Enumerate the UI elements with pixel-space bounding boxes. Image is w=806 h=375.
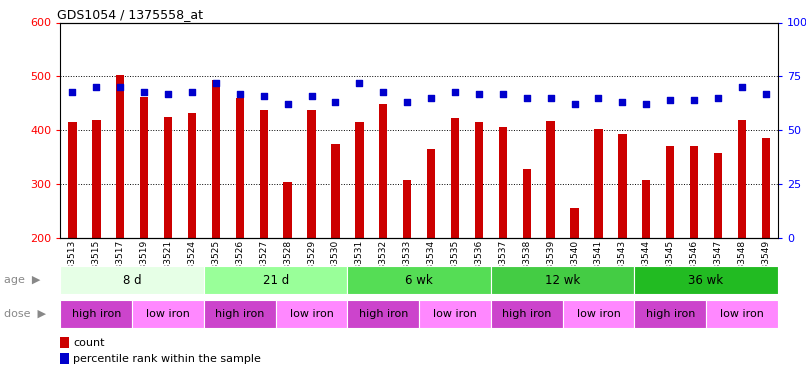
- Point: [616, 99, 629, 105]
- Point: [66, 88, 79, 94]
- Point: [305, 93, 318, 99]
- Bar: [563, 300, 634, 328]
- Bar: [634, 300, 706, 328]
- Bar: [706, 300, 778, 328]
- Bar: [212, 80, 220, 238]
- Bar: [403, 180, 411, 238]
- Bar: [164, 117, 172, 238]
- Bar: [762, 138, 770, 238]
- Point: [496, 91, 509, 97]
- Bar: [634, 266, 778, 294]
- Text: percentile rank within the sample: percentile rank within the sample: [73, 354, 261, 364]
- Point: [663, 97, 676, 103]
- Text: 12 wk: 12 wk: [545, 274, 580, 287]
- Bar: [546, 121, 555, 238]
- Text: 36 wk: 36 wk: [688, 274, 724, 287]
- Text: count: count: [73, 338, 105, 348]
- Point: [640, 101, 653, 107]
- Point: [401, 99, 413, 105]
- Point: [688, 97, 700, 103]
- Bar: [331, 144, 339, 238]
- Bar: [379, 104, 388, 238]
- Bar: [427, 149, 435, 238]
- Text: low iron: low iron: [433, 309, 477, 319]
- Text: high iron: high iron: [502, 309, 551, 319]
- Point: [448, 88, 461, 94]
- Bar: [355, 122, 364, 238]
- Point: [353, 80, 366, 86]
- Point: [234, 91, 247, 97]
- Bar: [571, 209, 579, 238]
- Text: 6 wk: 6 wk: [405, 274, 433, 287]
- Point: [568, 101, 581, 107]
- Bar: [60, 300, 132, 328]
- Point: [425, 95, 438, 101]
- Bar: [451, 118, 459, 238]
- Bar: [307, 110, 316, 238]
- Text: high iron: high iron: [72, 309, 121, 319]
- Point: [544, 95, 557, 101]
- Point: [592, 95, 604, 101]
- Bar: [690, 147, 698, 238]
- Bar: [475, 122, 483, 238]
- Bar: [737, 120, 746, 238]
- Text: low iron: low iron: [146, 309, 190, 319]
- Point: [281, 101, 294, 107]
- Point: [759, 91, 772, 97]
- Bar: [235, 98, 244, 238]
- Bar: [69, 122, 77, 238]
- Text: age  ▶: age ▶: [4, 275, 40, 285]
- Point: [114, 84, 127, 90]
- Bar: [491, 266, 634, 294]
- Bar: [522, 169, 531, 238]
- Bar: [140, 97, 148, 238]
- Bar: [594, 129, 603, 238]
- Point: [138, 88, 151, 94]
- Bar: [276, 300, 347, 328]
- Text: 8 d: 8 d: [123, 274, 142, 287]
- Point: [520, 95, 533, 101]
- Text: high iron: high iron: [215, 309, 264, 319]
- Bar: [116, 75, 124, 238]
- Point: [89, 84, 103, 90]
- Point: [210, 80, 222, 86]
- Bar: [60, 337, 69, 348]
- Bar: [260, 110, 268, 238]
- Text: high iron: high iron: [646, 309, 695, 319]
- Point: [257, 93, 270, 99]
- Bar: [60, 353, 69, 364]
- Bar: [714, 153, 722, 238]
- Bar: [204, 300, 276, 328]
- Bar: [132, 300, 204, 328]
- Point: [735, 84, 748, 90]
- Text: GDS1054 / 1375558_at: GDS1054 / 1375558_at: [57, 8, 203, 21]
- Point: [472, 91, 485, 97]
- Text: low iron: low iron: [289, 309, 334, 319]
- Text: dose  ▶: dose ▶: [4, 309, 46, 319]
- Text: 21 d: 21 d: [263, 274, 289, 287]
- Bar: [491, 300, 563, 328]
- Point: [376, 88, 389, 94]
- Bar: [60, 266, 204, 294]
- Bar: [666, 147, 675, 238]
- Text: low iron: low iron: [576, 309, 621, 319]
- Bar: [188, 112, 196, 238]
- Bar: [284, 182, 292, 238]
- Bar: [642, 180, 650, 238]
- Text: high iron: high iron: [359, 309, 408, 319]
- Bar: [499, 126, 507, 238]
- Point: [329, 99, 342, 105]
- Bar: [419, 300, 491, 328]
- Bar: [204, 266, 347, 294]
- Point: [185, 88, 198, 94]
- Point: [161, 91, 174, 97]
- Bar: [92, 120, 101, 238]
- Bar: [347, 266, 491, 294]
- Point: [712, 95, 725, 101]
- Bar: [618, 134, 626, 238]
- Bar: [347, 300, 419, 328]
- Text: low iron: low iron: [720, 309, 764, 319]
